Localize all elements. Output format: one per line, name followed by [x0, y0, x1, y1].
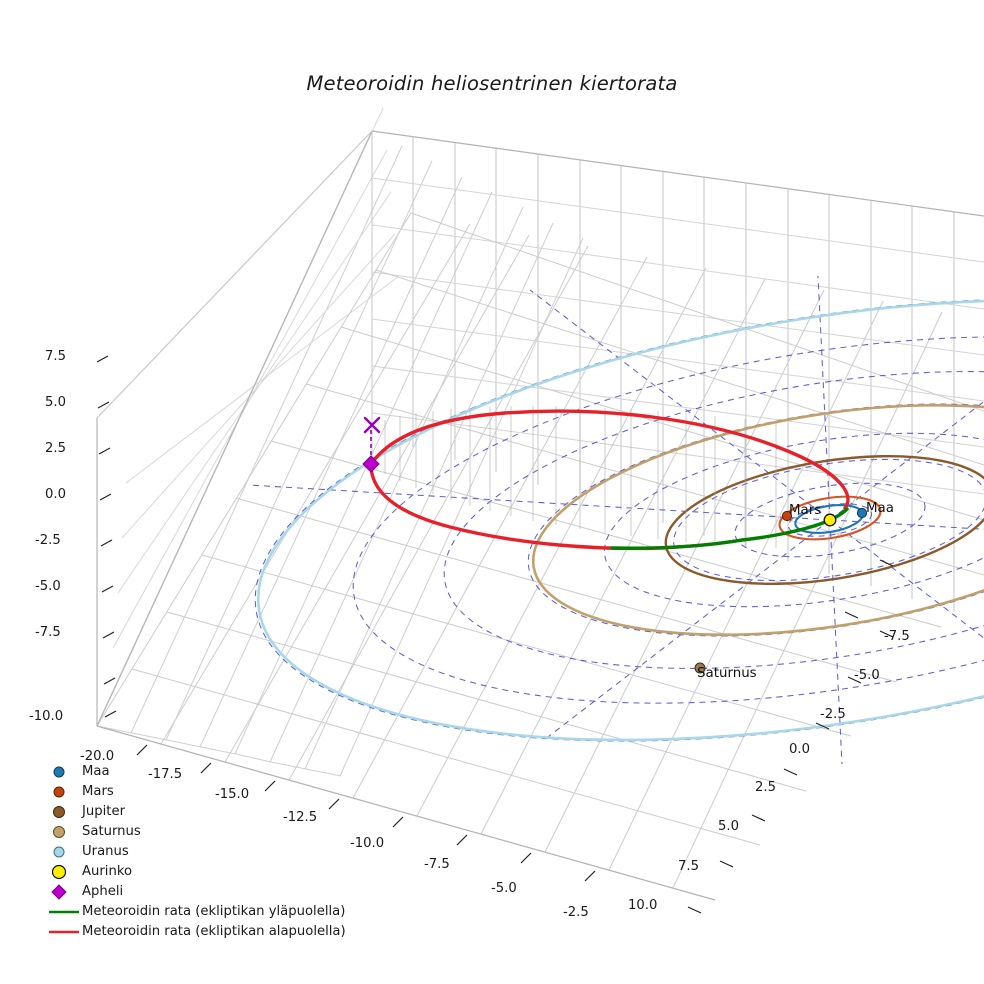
uranus-marker-icon: [48, 842, 82, 862]
legend-label-track-above: Meteoroidin rata (ekliptikan yläpuolella…: [82, 904, 346, 919]
xtick-5: -7.5: [424, 857, 450, 872]
ytick-2: -2.5: [820, 707, 846, 722]
meteoroid-track-above: [610, 507, 849, 550]
meteoroid-stems: [371, 406, 777, 548]
mars-orbit: [778, 495, 882, 541]
pane-left-horizontal-grid: [107, 107, 400, 704]
saturnus-marker-icon: [48, 822, 82, 842]
xtick-6: -5.0: [491, 881, 517, 896]
uranus-orbit: [256, 298, 984, 742]
maa-marker-icon: [48, 762, 82, 782]
legend-item-saturnus[interactable]: Saturnus: [48, 822, 348, 842]
pane-back-vertical-grid: [371, 131, 955, 612]
ztick-6: -7.5: [35, 625, 61, 640]
ztick-0: 7.5: [45, 349, 66, 364]
xtick-3: -12.5: [283, 810, 318, 825]
axes-box-outline: [96, 130, 984, 901]
xtick-7: -2.5: [563, 905, 589, 920]
legend-item-apheli[interactable]: Apheli: [48, 882, 348, 902]
aphelion-diamond-marker: [362, 455, 380, 473]
legend-label-maa: Maa: [82, 764, 110, 779]
jupiter-marker-icon: [48, 802, 82, 822]
saturn-orbit: [531, 403, 984, 637]
pane-back-horizontal-grid: [371, 130, 984, 495]
legend-label-saturnus: Saturnus: [82, 824, 141, 839]
legend-item-track-below[interactable]: Meteoroidin rata (ekliptikan alapuolella…: [48, 922, 348, 942]
legend: Maa Mars Jupiter Saturnus Uranus: [48, 762, 348, 942]
legend-item-jupiter[interactable]: Jupiter: [48, 802, 348, 822]
earth-marker: [856, 507, 868, 519]
legend-item-mars[interactable]: Mars: [48, 782, 348, 802]
ytick-4: 2.5: [755, 780, 776, 795]
mars-marker-icon: [48, 782, 82, 802]
axis-tick-marks-right: [844, 559, 894, 619]
jupiter-orbit: [664, 455, 984, 585]
ytick-6: 7.5: [678, 859, 699, 874]
ztick-4: -2.5: [35, 533, 61, 548]
ytick-5: 5.0: [718, 819, 739, 834]
ztick-1: 5.0: [45, 395, 66, 410]
xtick-1: -17.5: [148, 767, 183, 782]
axis-tick-marks: [96, 355, 894, 914]
saturn-marker: [694, 662, 706, 674]
aurinko-marker-icon: [48, 862, 82, 882]
legend-label-jupiter: Jupiter: [82, 804, 125, 819]
body-markers: [694, 507, 868, 674]
legend-label-aurinko: Aurinko: [82, 864, 133, 879]
legend-item-maa[interactable]: Maa: [48, 762, 348, 782]
legend-item-track-above[interactable]: Meteoroidin rata (ekliptikan yläpuolella…: [48, 902, 348, 922]
mars-marker: [781, 510, 793, 522]
label-saturnus: Saturnus: [697, 666, 757, 681]
legend-label-track-below: Meteoroidin rata (ekliptikan alapuolella…: [82, 924, 346, 939]
xtick-2: -15.0: [215, 787, 250, 802]
ecliptic-polar-grid: [248, 275, 984, 765]
xtick-0: -20.0: [80, 749, 115, 764]
legend-label-uranus: Uranus: [82, 844, 129, 859]
ytick-3: 0.0: [789, 742, 810, 757]
floor-grid: [96, 212, 984, 901]
label-mars: Mars: [789, 503, 822, 518]
aphelion-group: [362, 416, 381, 473]
legend-item-aurinko[interactable]: Aurinko: [48, 862, 348, 882]
legend-label-mars: Mars: [82, 784, 114, 799]
red-line-icon: [48, 922, 82, 942]
apheli-diamond-icon: [48, 882, 82, 902]
ztick-5: -5.0: [35, 579, 61, 594]
ytick-1: -5.0: [854, 668, 880, 683]
ztick-3: 0.0: [45, 487, 66, 502]
xtick-4: -10.0: [350, 836, 385, 851]
ytick-0: -7.5: [884, 629, 910, 644]
label-maa: Maa: [866, 501, 894, 516]
ztick-2: 2.5: [45, 441, 66, 456]
legend-label-apheli: Apheli: [82, 884, 124, 899]
ytick-7: 10.0: [628, 898, 658, 913]
page-title: Meteoroidin heliosentrinen kiertorata: [306, 72, 678, 95]
sun-marker: [823, 513, 837, 527]
ztick-7: -10.0: [29, 709, 64, 724]
legend-item-uranus[interactable]: Uranus: [48, 842, 348, 862]
green-line-icon: [48, 902, 82, 922]
